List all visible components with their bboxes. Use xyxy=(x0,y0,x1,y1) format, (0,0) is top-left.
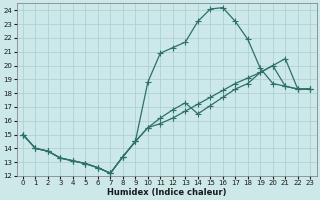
X-axis label: Humidex (Indice chaleur): Humidex (Indice chaleur) xyxy=(107,188,226,197)
